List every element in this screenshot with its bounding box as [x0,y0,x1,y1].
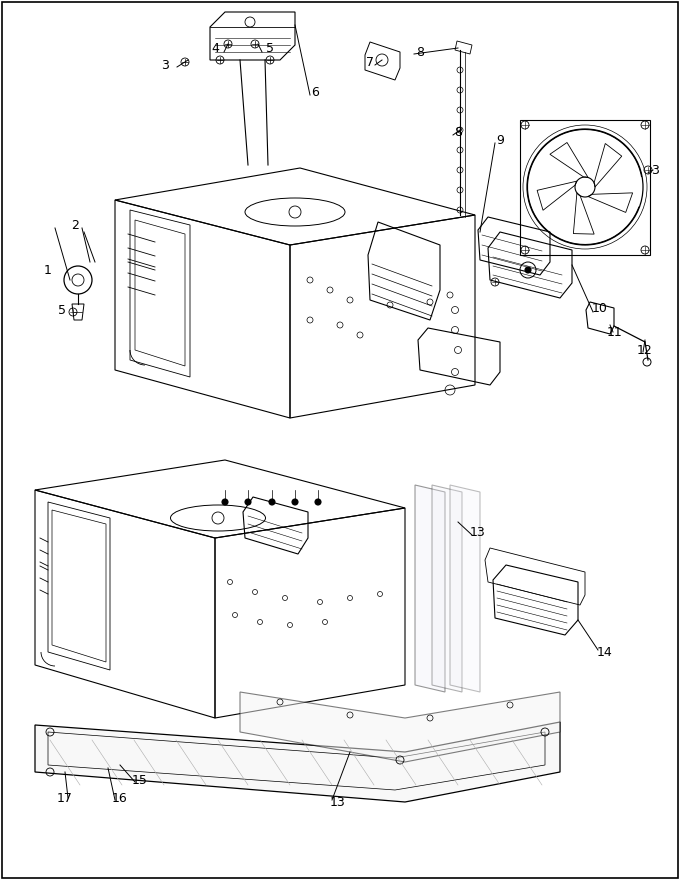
Polygon shape [432,485,462,692]
Text: 15: 15 [132,774,148,787]
Polygon shape [415,485,445,692]
Text: 4: 4 [211,41,219,55]
Text: 9: 9 [496,134,504,146]
Polygon shape [35,722,560,802]
Text: 6: 6 [311,85,319,99]
Text: 8: 8 [416,46,424,58]
Text: 10: 10 [592,302,608,314]
Circle shape [245,499,251,505]
Polygon shape [240,692,560,762]
Text: 5: 5 [58,304,66,317]
Circle shape [269,499,275,505]
Text: 3: 3 [651,164,659,177]
Text: 5: 5 [266,41,274,55]
Circle shape [315,499,321,505]
Text: 11: 11 [607,326,623,339]
Text: 8: 8 [454,126,462,138]
Text: 13: 13 [330,796,346,809]
Text: 13: 13 [470,525,486,539]
Text: 7: 7 [366,55,374,69]
Text: 1: 1 [44,263,52,276]
Text: 12: 12 [637,343,653,356]
Text: 2: 2 [71,218,79,231]
Text: 17: 17 [57,791,73,804]
Polygon shape [450,485,480,692]
Circle shape [525,267,531,273]
Circle shape [222,499,228,505]
Text: 16: 16 [112,791,128,804]
Text: 14: 14 [597,646,613,658]
Text: 3: 3 [161,58,169,71]
Circle shape [292,499,298,505]
